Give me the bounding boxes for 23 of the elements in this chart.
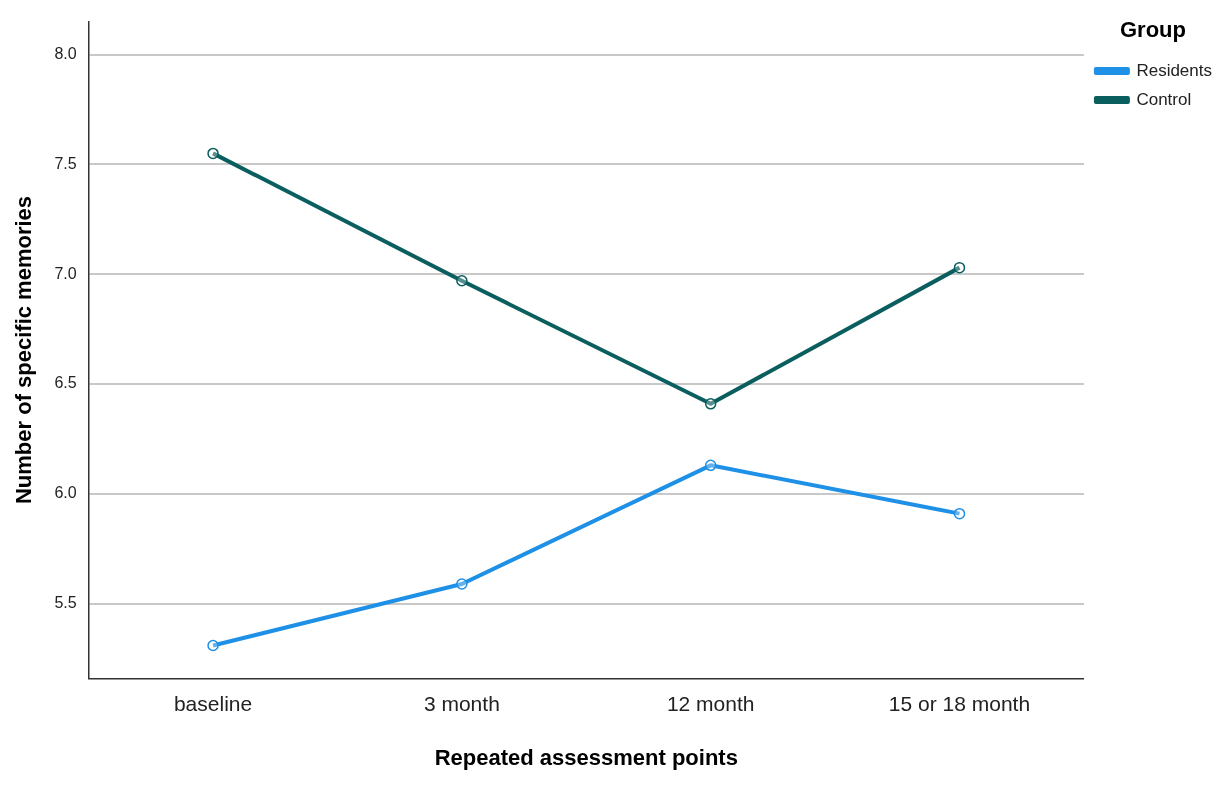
point xyxy=(953,261,966,274)
legend-label: Control xyxy=(1136,89,1192,109)
y-tick-label: 8.0 xyxy=(54,44,77,62)
y-tick-label: 6.5 xyxy=(54,374,77,392)
y-tick-label: 5.5 xyxy=(54,594,77,612)
x-tick-label: 12 month xyxy=(666,691,755,715)
y-tick-label: 6.0 xyxy=(54,484,77,502)
point xyxy=(953,507,966,520)
point xyxy=(456,275,468,287)
y-axis-title: Number of specific memories xyxy=(11,195,37,505)
legend-label: Residents xyxy=(1136,60,1213,80)
point xyxy=(207,147,219,160)
point xyxy=(456,578,468,590)
x-tick-label: baseline xyxy=(173,691,253,715)
x-tick-label: 3 month xyxy=(423,691,500,715)
y-tick-label: 7.0 xyxy=(54,264,77,282)
point xyxy=(704,398,717,410)
point xyxy=(704,459,717,472)
x-axis-title: Repeated assessment points xyxy=(434,744,738,770)
legend-title: Group xyxy=(1119,17,1186,43)
point xyxy=(207,639,219,652)
y-tick-label: 7.5 xyxy=(54,154,77,172)
x-tick-label: 15 or 18 month xyxy=(888,691,1031,715)
